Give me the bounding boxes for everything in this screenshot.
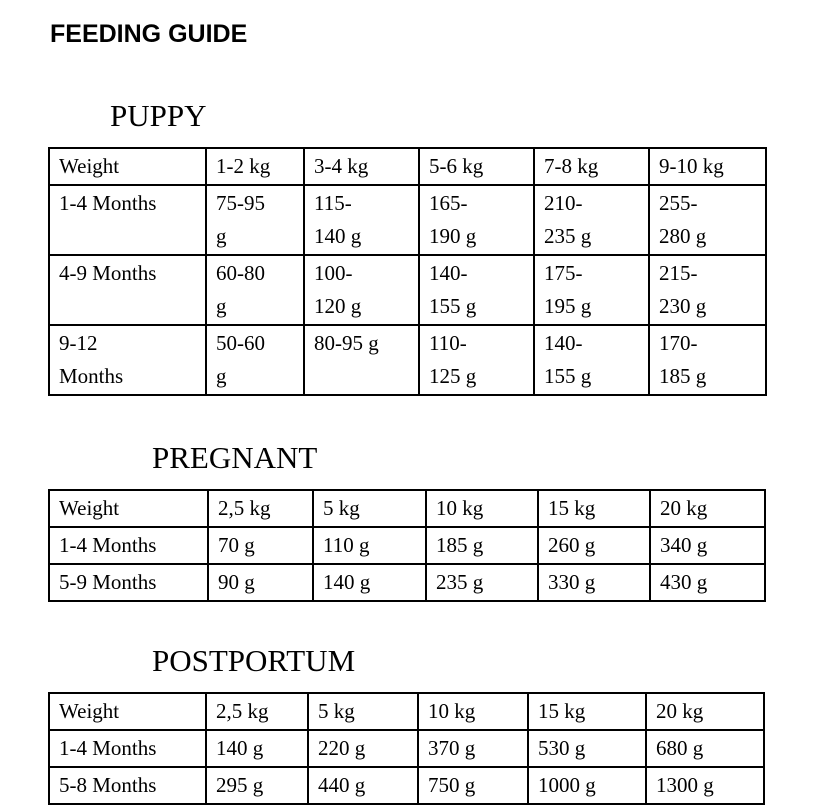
value-cell: 70 g xyxy=(207,526,314,565)
value-cell: 1300 g xyxy=(645,766,765,805)
value-cell: 255- 280 g xyxy=(648,184,767,256)
weight-header-cell: Weight xyxy=(48,692,207,731)
column-header-cell: 2,5 kg xyxy=(207,489,314,528)
column-header-cell: 10 kg xyxy=(417,692,529,731)
column-header-cell: 2,5 kg xyxy=(205,692,309,731)
value-cell: 370 g xyxy=(417,729,529,768)
value-cell: 430 g xyxy=(649,563,766,602)
header-row: Weight 2,5 kg 5 kg 10 kg 15 kg 20 kg xyxy=(48,489,766,528)
table-row: 1-4 Months 140 g 220 g 370 g 530 g 680 g xyxy=(48,729,765,768)
column-header-cell: 5-6 kg xyxy=(418,147,535,186)
column-header-cell: 5 kg xyxy=(307,692,419,731)
value-cell: 295 g xyxy=(205,766,309,805)
column-header-cell: 15 kg xyxy=(527,692,647,731)
value-cell: 680 g xyxy=(645,729,765,768)
value-cell: 165- 190 g xyxy=(418,184,535,256)
column-header-cell: 20 kg xyxy=(645,692,765,731)
value-cell: 330 g xyxy=(537,563,651,602)
pregnant-feeding-table: Weight 2,5 kg 5 kg 10 kg 15 kg 20 kg 1-4 Month… xyxy=(48,489,766,602)
row-label-cell: 9-12 Months xyxy=(48,324,207,396)
postportum-feeding-table: Weight 2,5 kg 5 kg 10 kg 15 kg 20 kg 1-4 Month… xyxy=(48,692,765,805)
value-cell: 235 g xyxy=(425,563,539,602)
value-cell: 90 g xyxy=(207,563,314,602)
value-cell: 100- 120 g xyxy=(303,254,420,326)
value-cell: 50-60 g xyxy=(205,324,305,396)
value-cell: 215- 230 g xyxy=(648,254,767,326)
value-cell: 210- 235 g xyxy=(533,184,650,256)
value-cell: 170- 185 g xyxy=(648,324,767,396)
column-header-cell: 15 kg xyxy=(537,489,651,528)
row-label-cell: 4-9 Months xyxy=(48,254,207,326)
table-row: 1-4 Months 70 g 110 g 185 g 260 g 340 g xyxy=(48,526,766,565)
row-label-cell: 1-4 Months xyxy=(48,184,207,256)
value-cell: 220 g xyxy=(307,729,419,768)
value-cell: 140- 155 g xyxy=(418,254,535,326)
value-cell: 110- 125 g xyxy=(418,324,535,396)
column-header-cell: 9-10 kg xyxy=(648,147,767,186)
column-header-cell: 5 kg xyxy=(312,489,427,528)
column-header-cell: 3-4 kg xyxy=(303,147,420,186)
section-heading-puppy: PUPPY xyxy=(110,98,207,133)
value-cell: 80-95 g xyxy=(303,324,420,396)
row-label-cell: 1-4 Months xyxy=(48,526,209,565)
value-cell: 260 g xyxy=(537,526,651,565)
value-cell: 140 g xyxy=(205,729,309,768)
value-cell: 115- 140 g xyxy=(303,184,420,256)
value-cell: 440 g xyxy=(307,766,419,805)
document-title: FEEDING GUIDE xyxy=(50,20,248,48)
value-cell: 140 g xyxy=(312,563,427,602)
table-row: 9-12 Months 50-60 g 80-95 g 110- 125 g 140- … xyxy=(48,324,767,396)
puppy-feeding-table: Weight 1-2 kg 3-4 kg 5-6 kg 7-8 kg 9-10 kg 1-4… xyxy=(48,147,767,396)
value-cell: 140- 155 g xyxy=(533,324,650,396)
table-row: 5-8 Months 295 g 440 g 750 g 1000 g 1300 g xyxy=(48,766,765,805)
row-label-cell: 5-8 Months xyxy=(48,766,207,805)
table-row: 4-9 Months 60-80 g 100- 120 g 140- 155 g 175… xyxy=(48,254,767,326)
value-cell: 1000 g xyxy=(527,766,647,805)
row-label-cell: 5-9 Months xyxy=(48,563,209,602)
value-cell: 110 g xyxy=(312,526,427,565)
section-heading-pregnant: PREGNANT xyxy=(152,440,318,475)
row-label-cell: 1-4 Months xyxy=(48,729,207,768)
value-cell: 60-80 g xyxy=(205,254,305,326)
header-row: Weight 2,5 kg 5 kg 10 kg 15 kg 20 kg xyxy=(48,692,765,731)
value-cell: 175- 195 g xyxy=(533,254,650,326)
column-header-cell: 10 kg xyxy=(425,489,539,528)
column-header-cell: 7-8 kg xyxy=(533,147,650,186)
section-heading-postportum: POSTPORTUM xyxy=(152,643,356,678)
weight-header-cell: Weight xyxy=(48,147,207,186)
header-row: Weight 1-2 kg 3-4 kg 5-6 kg 7-8 kg 9-10 kg xyxy=(48,147,767,186)
value-cell: 750 g xyxy=(417,766,529,805)
table-row: 5-9 Months 90 g 140 g 235 g 330 g 430 g xyxy=(48,563,766,602)
value-cell: 340 g xyxy=(649,526,766,565)
column-header-cell: 1-2 kg xyxy=(205,147,305,186)
weight-header-cell: Weight xyxy=(48,489,209,528)
table-row: 1-4 Months 75-95 g 115- 140 g 165- 190 g 210… xyxy=(48,184,767,256)
value-cell: 530 g xyxy=(527,729,647,768)
value-cell: 185 g xyxy=(425,526,539,565)
value-cell: 75-95 g xyxy=(205,184,305,256)
column-header-cell: 20 kg xyxy=(649,489,766,528)
